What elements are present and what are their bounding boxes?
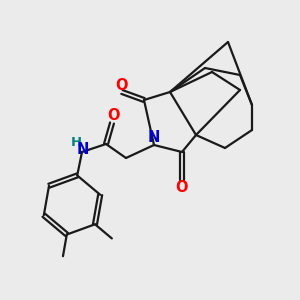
Text: N: N xyxy=(148,130,160,146)
Text: O: O xyxy=(176,179,188,194)
Text: N: N xyxy=(77,142,89,158)
Text: H: H xyxy=(70,136,82,149)
Text: O: O xyxy=(108,109,120,124)
Text: O: O xyxy=(116,77,128,92)
